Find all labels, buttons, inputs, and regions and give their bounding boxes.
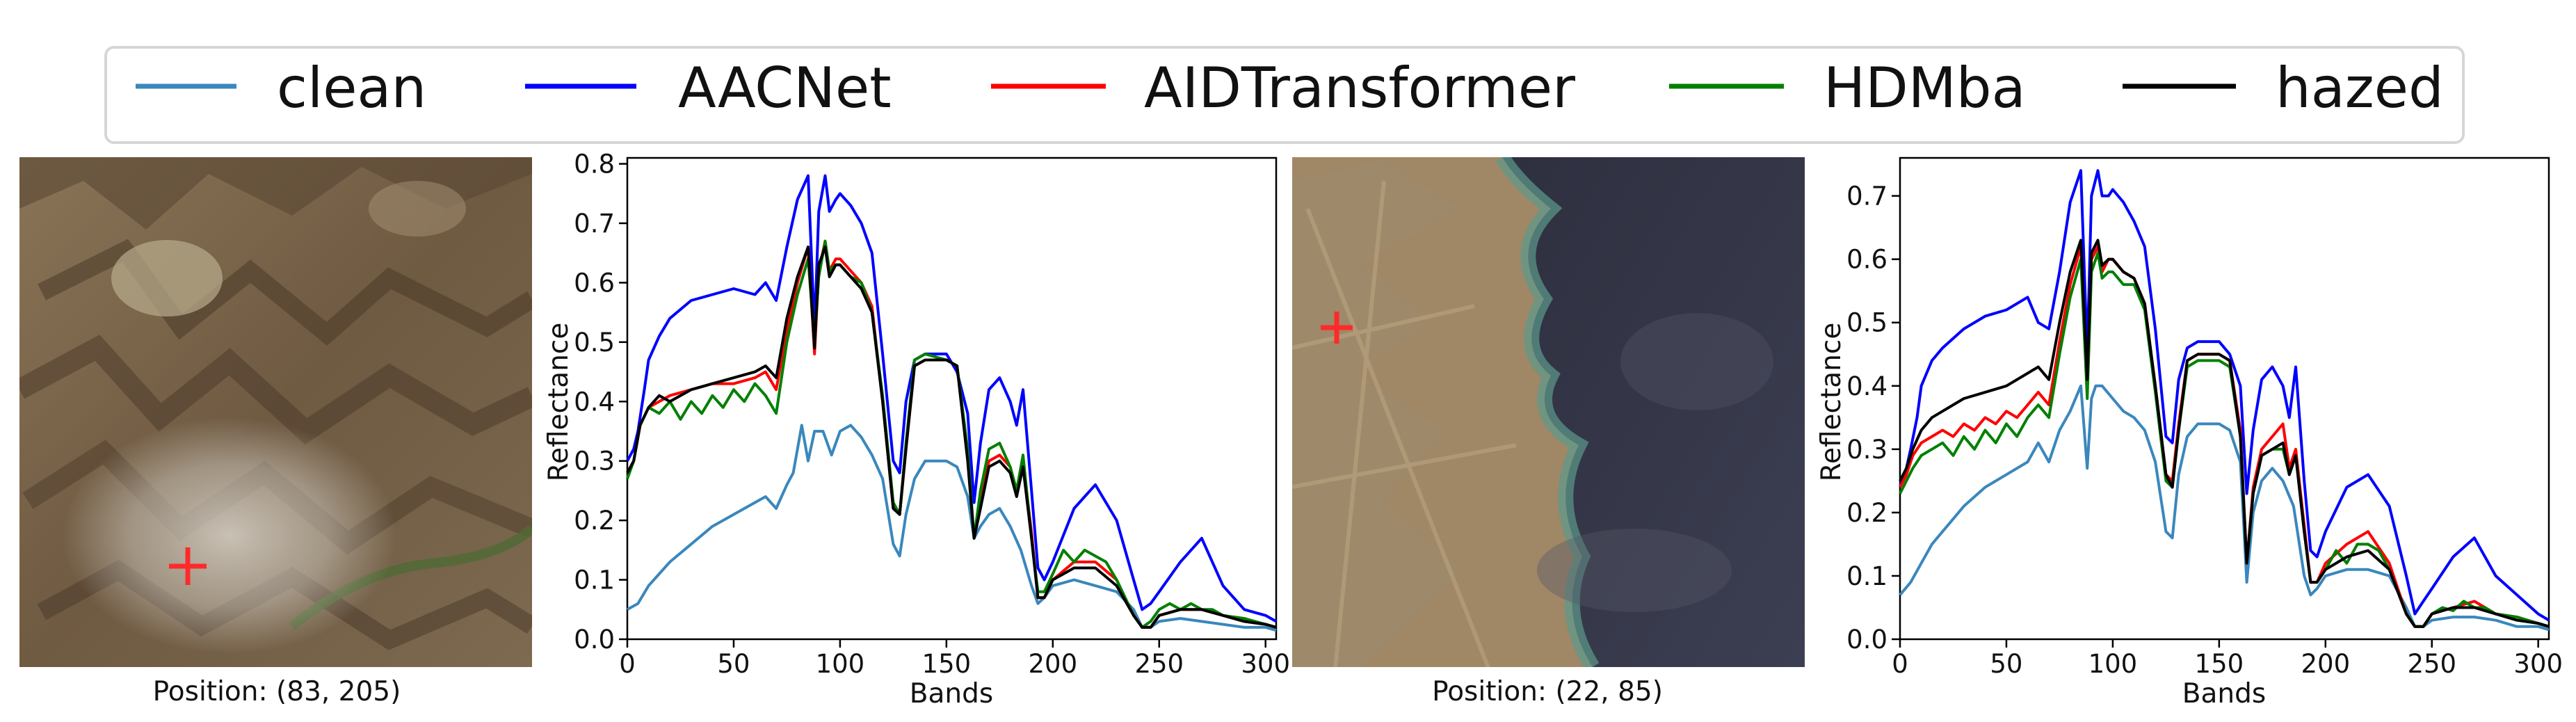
satellite-image-1 [19,157,532,667]
x-tick-label: 0 [619,649,636,679]
y-tick-label: 0.5 [1846,308,1887,338]
x-tick-label: 50 [717,649,750,679]
position-marker-2 [1321,312,1353,344]
y-tick-label: 0.6 [1846,245,1887,275]
spectrum-plot-1: 0 50 100 150 200 250 300 0.0 0.1 0.2 0.3 0.4 0.5 0.6 0… [543,150,1290,709]
series-line-clean-plot-1 [627,424,1277,632]
y-tick-label: 0.8 [574,150,615,179]
y-tick-label: 0.1 [574,565,615,595]
legend-box [104,46,2465,144]
x-tick-label: 150 [2195,649,2244,679]
y-tick-label: 0.0 [1846,625,1887,655]
satellite-image-2 [1292,157,1805,667]
series-line-hazed-plot-1 [626,246,1277,629]
x-tick-label: 100 [2088,649,2138,679]
x-tick-label: 50 [1990,649,2022,679]
y-tick-label: 0.7 [574,209,615,239]
legend-label-aacnet: AACNet [678,56,892,120]
plot-2-xlabel: Bands [2182,678,2266,709]
y-tick-label: 0.2 [574,506,615,536]
x-tick-label: 250 [2407,649,2456,679]
legend-label-clean: clean [277,56,426,120]
position-marker-1 [169,547,207,585]
y-tick-label: 0.4 [574,387,615,417]
legend-label-hazed: hazed [2276,56,2444,120]
series-line-aacnet-plot-2 [1899,169,2550,622]
x-tick-label: 200 [1028,649,1077,679]
spectrum-plot-2: 0 50 100 150 200 250 300 0.0 0.1 0.2 0.3 0.4 0.5 0.6 0… [1816,157,2563,709]
plot-2-frame [1899,157,2550,641]
x-tick-label: 300 [1241,649,1290,679]
legend: clean AACNet AIDTransformer HDMba hazed [104,46,2465,144]
y-tick-label: 0.1 [1846,561,1887,591]
y-tick-label: 0.3 [1846,435,1887,465]
legend-label-hdmba: HDMba [1824,56,2026,120]
y-tick-label: 0.0 [574,625,615,655]
legend-label-aidtransformer: AIDTransformer [1144,56,1575,120]
y-tick-label: 0.7 [1846,182,1887,211]
y-tick-label: 0.4 [1846,371,1887,401]
x-tick-label: 250 [1134,649,1184,679]
x-tick-label: 150 [922,649,972,679]
x-tick-label: 200 [2301,649,2350,679]
y-tick-label: 0.5 [574,328,615,358]
y-tick-label: 0.3 [574,447,615,476]
x-tick-label: 100 [816,649,865,679]
image-1-caption: Position: (83, 205) [153,676,401,707]
series-line-hazed-plot-2 [1899,239,2550,628]
plot-1-frame [626,157,1278,641]
image-2-caption: Position: (22, 85) [1432,676,1663,707]
series-line-clean-plot-2 [1899,384,2550,632]
x-tick-label: 300 [2513,649,2563,679]
plot-1-xlabel: Bands [910,678,993,709]
x-tick-label: 0 [1892,649,1908,679]
series-line-aacnet-plot-1 [626,174,1277,623]
plot-1-ylabel: Reflectance [543,323,574,482]
plot-2-ylabel: Reflectance [1816,323,1847,482]
y-tick-label: 0.6 [574,268,615,298]
y-tick-label: 0.2 [1846,498,1887,528]
